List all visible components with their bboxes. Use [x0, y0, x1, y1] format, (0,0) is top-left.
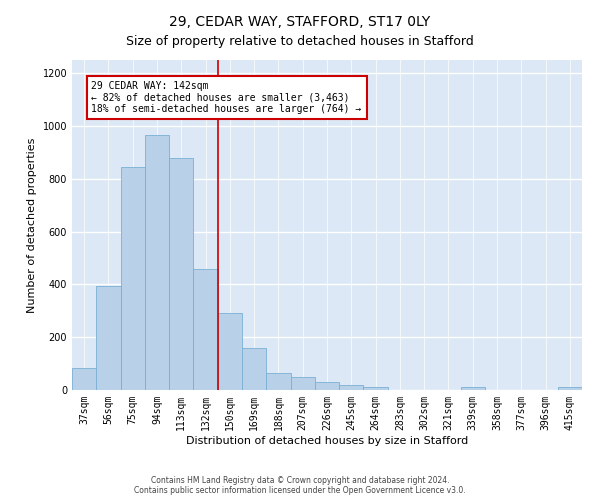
Y-axis label: Number of detached properties: Number of detached properties — [27, 138, 37, 312]
Bar — [96, 286, 121, 390]
Bar — [145, 135, 169, 390]
Bar — [266, 373, 290, 390]
Text: 29 CEDAR WAY: 142sqm
← 82% of detached houses are smaller (3,463)
18% of semi-de: 29 CEDAR WAY: 142sqm ← 82% of detached h… — [91, 81, 362, 114]
Bar — [218, 314, 242, 390]
Bar — [315, 382, 339, 390]
X-axis label: Distribution of detached houses by size in Stafford: Distribution of detached houses by size … — [186, 436, 468, 446]
Bar — [364, 388, 388, 390]
Text: 29, CEDAR WAY, STAFFORD, ST17 0LY: 29, CEDAR WAY, STAFFORD, ST17 0LY — [169, 15, 431, 29]
Bar — [290, 378, 315, 390]
Bar — [169, 158, 193, 390]
Bar — [339, 384, 364, 390]
Bar — [193, 268, 218, 390]
Bar — [121, 167, 145, 390]
Text: Contains HM Land Registry data © Crown copyright and database right 2024.
Contai: Contains HM Land Registry data © Crown c… — [134, 476, 466, 495]
Bar — [242, 348, 266, 390]
Bar — [72, 368, 96, 390]
Text: Size of property relative to detached houses in Stafford: Size of property relative to detached ho… — [126, 35, 474, 48]
Bar — [558, 386, 582, 390]
Bar — [461, 388, 485, 390]
